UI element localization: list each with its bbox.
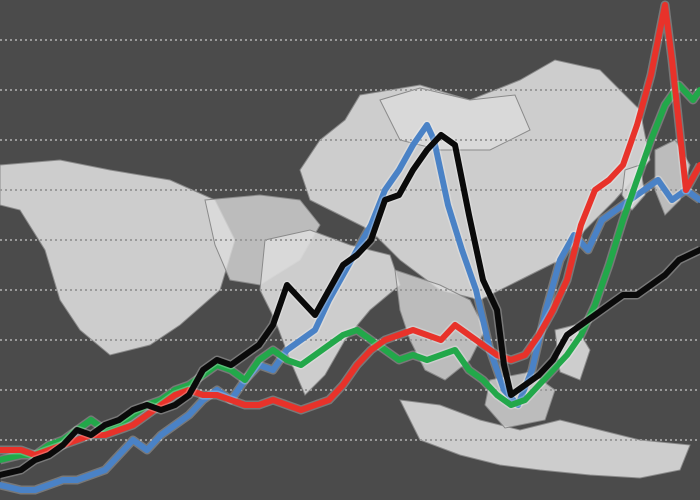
series-line-4: [0, 132, 700, 478]
map-region-middle-east: [0, 159, 236, 356]
series-line-1: [0, 122, 700, 493]
series-line-3: [0, 2, 700, 458]
map-region-southeast-asia: [394, 269, 486, 381]
map-region-china: [299, 59, 651, 301]
gridlines: [0, 39, 700, 441]
